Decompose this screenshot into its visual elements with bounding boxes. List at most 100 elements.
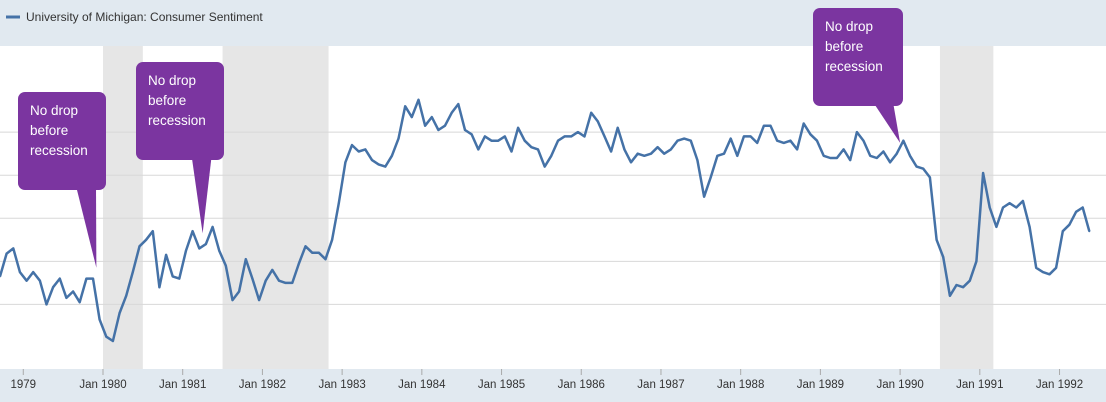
data-point — [1021, 200, 1024, 202]
data-point — [424, 124, 427, 127]
data-point — [52, 286, 55, 289]
data-point — [583, 135, 586, 138]
data-point — [324, 258, 327, 261]
data-point — [716, 154, 719, 157]
data-point — [948, 294, 951, 297]
data-point — [802, 122, 805, 125]
series-layer — [0, 98, 1091, 343]
data-point — [105, 335, 108, 338]
recession-band-3 — [939, 46, 994, 369]
data-point — [503, 135, 506, 138]
data-point — [623, 148, 626, 151]
data-point — [736, 154, 739, 157]
callout-pointer — [191, 156, 212, 234]
data-point — [829, 157, 832, 159]
data-point — [1015, 206, 1018, 209]
data-point — [38, 279, 41, 282]
data-point — [185, 249, 187, 252]
data-point — [782, 141, 785, 144]
x-tick-label: Jan 1980 — [79, 379, 126, 391]
data-point — [776, 139, 779, 142]
data-point — [72, 290, 75, 293]
data-point — [198, 247, 201, 250]
data-point — [278, 279, 280, 282]
data-point — [1041, 271, 1044, 274]
data-point — [895, 152, 898, 155]
data-point — [85, 277, 88, 280]
data-point — [610, 150, 613, 153]
data-point — [78, 301, 81, 304]
data-point — [158, 286, 161, 289]
data-point — [311, 251, 314, 254]
data-point — [742, 135, 745, 138]
data-point — [244, 258, 247, 261]
data-point — [968, 279, 971, 282]
data-point — [218, 249, 221, 252]
data-point — [138, 245, 141, 248]
data-point — [284, 281, 287, 284]
data-point — [875, 157, 878, 159]
data-point — [351, 144, 353, 147]
data-point — [32, 271, 35, 274]
data-point — [909, 154, 911, 157]
data-point — [557, 139, 559, 142]
data-point — [603, 135, 606, 138]
data-point — [822, 154, 825, 157]
data-point — [264, 279, 267, 282]
callout-text-line: before — [825, 39, 863, 54]
callout-box — [136, 62, 224, 160]
x-tick-label: Jan 1983 — [318, 379, 365, 391]
x-tick-label: Jan 1987 — [637, 379, 684, 391]
data-point — [291, 281, 294, 284]
data-point — [92, 277, 94, 280]
callout-text-line: before — [30, 123, 68, 138]
data-point — [696, 159, 699, 162]
data-point — [796, 148, 799, 151]
data-point — [377, 163, 380, 166]
data-point — [258, 299, 261, 302]
data-point — [789, 139, 792, 142]
data-point — [689, 139, 692, 142]
data-point — [58, 277, 61, 280]
data-point — [1028, 225, 1031, 228]
data-point — [238, 290, 241, 293]
data-point — [178, 277, 181, 280]
data-point — [344, 161, 347, 164]
data-point — [477, 148, 480, 151]
data-point — [1081, 206, 1084, 209]
data-point — [165, 253, 168, 256]
x-tick-label: Jan 1989 — [797, 379, 844, 391]
data-point — [889, 161, 892, 164]
x-axis-background — [0, 369, 1106, 402]
data-point — [390, 154, 393, 157]
x-tick-label: Jan 1985 — [478, 379, 525, 391]
callout-box — [18, 92, 106, 190]
data-point — [1055, 266, 1058, 269]
x-tick-label: 1979 — [10, 379, 36, 391]
x-tick-label: Jan 1991 — [956, 379, 1003, 391]
data-point — [816, 139, 818, 142]
data-point — [517, 126, 520, 129]
data-point — [630, 161, 632, 164]
data-point — [643, 154, 646, 157]
data-point — [882, 150, 885, 153]
data-point — [537, 148, 539, 151]
data-point — [125, 294, 128, 297]
data-point — [5, 252, 8, 255]
data-point — [171, 275, 174, 278]
data-point — [855, 131, 858, 134]
data-point — [523, 139, 526, 142]
data-point — [550, 154, 553, 157]
data-point — [410, 116, 413, 119]
callout-text-line: No drop — [148, 73, 196, 88]
data-point — [1008, 202, 1011, 205]
data-point — [902, 139, 905, 142]
data-point — [922, 167, 925, 170]
data-point — [231, 299, 234, 302]
data-point — [464, 129, 466, 131]
recession-band-2 — [222, 46, 329, 369]
data-point — [251, 277, 254, 280]
data-point — [1061, 230, 1064, 233]
